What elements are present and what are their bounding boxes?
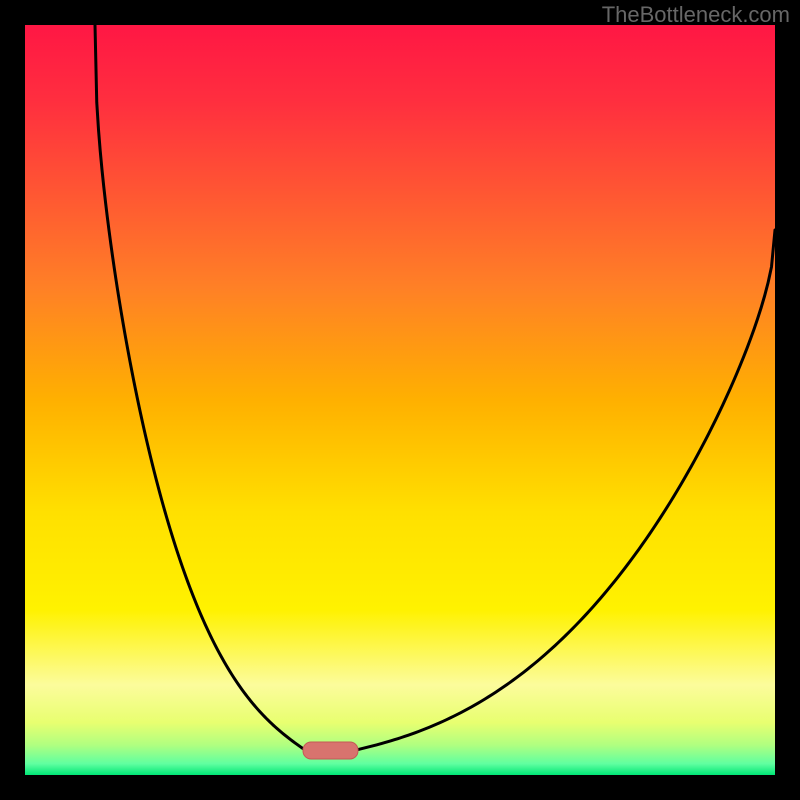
chart-container: TheBottleneck.com	[0, 0, 800, 800]
optimal-marker	[303, 742, 358, 759]
watermark-text: TheBottleneck.com	[602, 2, 790, 28]
bottleneck-chart	[0, 0, 800, 800]
